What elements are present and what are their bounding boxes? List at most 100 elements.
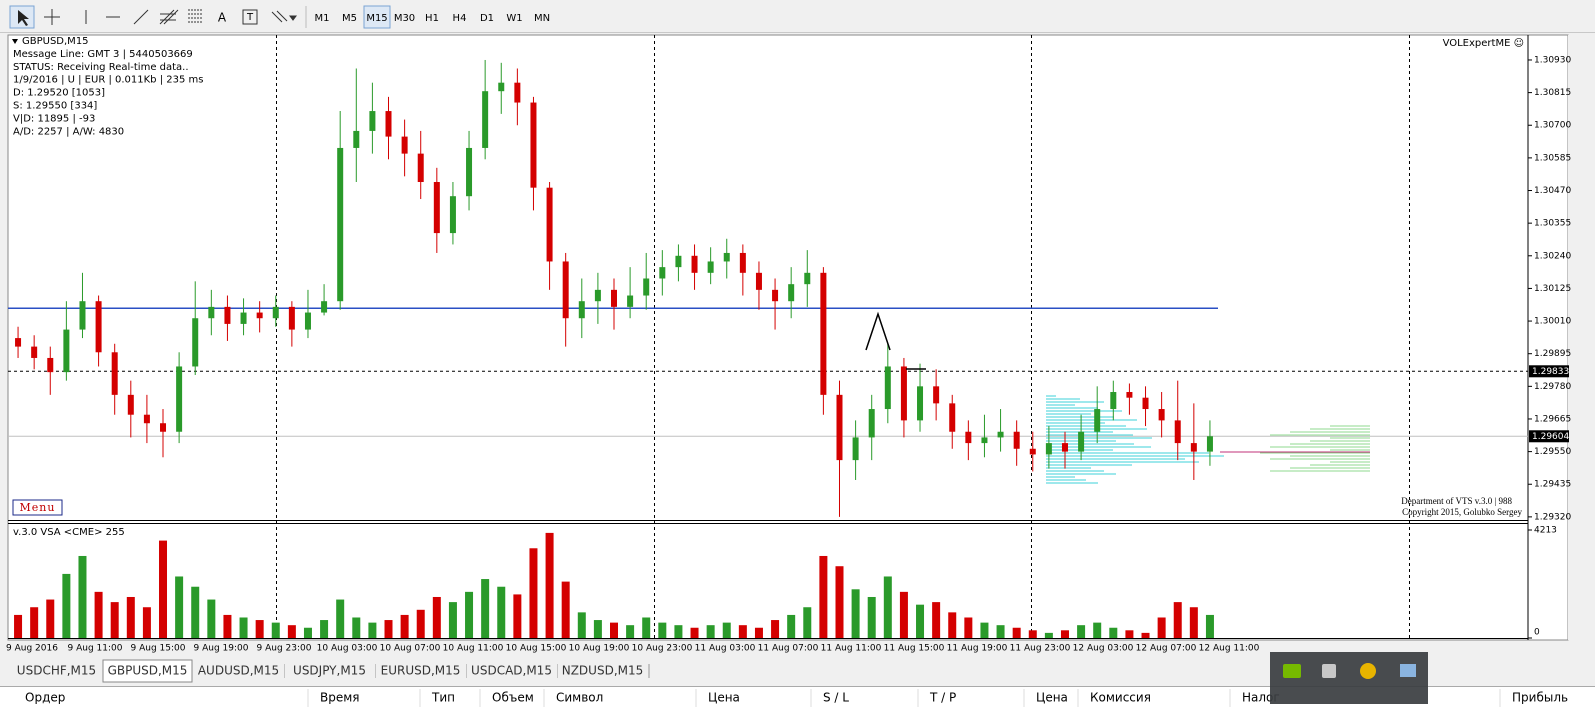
fibo-tool[interactable] — [188, 9, 202, 23]
volume-bar — [690, 627, 699, 638]
symbol-tab[interactable] — [194, 662, 283, 680]
candle-body — [1190, 443, 1197, 452]
volume-bar — [481, 579, 490, 638]
volume-bar — [432, 596, 441, 638]
column-header[interactable]: Прибыль — [1512, 691, 1568, 705]
candle-body — [79, 301, 86, 330]
day-separators — [276, 35, 1410, 638]
symbol-tab-label[interactable]: USDCHF,M15 — [17, 664, 96, 678]
candle-body — [192, 318, 199, 367]
candle-body — [820, 272, 827, 395]
tray-icon[interactable] — [1360, 663, 1376, 679]
column-header[interactable]: T / P — [929, 691, 956, 705]
symbol-tab-label[interactable]: AUDUSD,M15 — [198, 664, 279, 678]
column-header[interactable]: Символ — [556, 691, 603, 705]
volume-tick-label: 4213 — [1534, 526, 1557, 536]
info-line: S: 1.29550 [334] — [13, 101, 97, 112]
symbol-tab-label[interactable]: EURUSD,M15 — [381, 664, 461, 678]
symbol-tab[interactable] — [376, 662, 465, 680]
channel-tool[interactable] — [159, 9, 179, 25]
candle-body — [31, 346, 38, 358]
volume-bar — [867, 596, 876, 638]
tray-icon[interactable] — [1400, 664, 1416, 677]
volume-bar — [271, 622, 280, 638]
timeframe-button[interactable]: M30 — [394, 13, 415, 24]
menu-button[interactable] — [12, 499, 63, 516]
timeframe-button[interactable]: H1 — [425, 13, 439, 24]
volume-bar — [255, 620, 264, 638]
volume-bar — [303, 627, 312, 638]
column-header[interactable]: Объем — [492, 691, 534, 705]
timeframe-button[interactable]: D1 — [480, 13, 494, 24]
timeframe-button[interactable]: M5 — [342, 13, 357, 24]
label-tool[interactable]: T — [246, 12, 254, 23]
arrows-tool[interactable] — [271, 10, 297, 23]
timeframe-button[interactable]: H4 — [453, 13, 467, 24]
symbol-tab-label[interactable]: USDJPY,M15 — [293, 664, 366, 678]
candle-body — [433, 182, 440, 234]
symbol-tab[interactable] — [558, 662, 647, 680]
price-marker-label: 1.29604 — [1532, 432, 1569, 442]
candle-body — [160, 423, 167, 432]
volume-bar — [899, 591, 908, 638]
volume-bar — [94, 591, 103, 638]
candle-body — [884, 366, 891, 410]
timeframe-button[interactable]: W1 — [506, 13, 522, 24]
x-tick-label: 11 Aug 15:00 — [884, 644, 945, 654]
symbol-tab-label[interactable]: USDCAD,M15 — [471, 664, 552, 678]
candle-body — [1029, 448, 1036, 455]
candle-body — [256, 312, 263, 319]
candle-body — [804, 272, 811, 285]
y-tick-label: 1.29435 — [1534, 480, 1571, 490]
volume-bar — [448, 602, 457, 638]
symbol-tab[interactable] — [12, 662, 101, 680]
symbol-tab-label[interactable]: GBPUSD,M15 — [108, 664, 188, 678]
symbol-tab-label[interactable]: NZDUSD,M15 — [562, 664, 644, 678]
symbol-tab[interactable] — [467, 662, 556, 680]
column-header[interactable]: S / L — [823, 691, 849, 705]
x-tick-label: 11 Aug 03:00 — [695, 644, 756, 654]
tray-icon[interactable] — [1322, 664, 1336, 678]
tray-icon[interactable] — [1283, 664, 1301, 678]
y-tick-label: 1.30700 — [1534, 121, 1571, 131]
chart-window — [7, 34, 1569, 641]
candle-body — [466, 147, 473, 197]
volume-bar — [30, 607, 39, 638]
info-line: A/D: 2257 | A/W: 4830 — [13, 126, 124, 137]
column-header[interactable]: Время — [320, 691, 360, 705]
info-line: D: 1.29520 [1053] — [13, 88, 105, 99]
timeframe-button[interactable]: M15 — [366, 13, 387, 24]
column-header[interactable]: Ордер — [25, 691, 65, 705]
column-header[interactable]: Цена — [1036, 691, 1068, 705]
volume-bar — [1189, 607, 1198, 638]
x-tick-label: 10 Aug 19:00 — [569, 644, 630, 654]
volume-bar — [416, 609, 425, 638]
volume-bar — [207, 599, 216, 638]
trendline-tool[interactable] — [133, 9, 149, 25]
timeframe-button[interactable]: M1 — [315, 13, 330, 24]
collapse-icon[interactable] — [12, 39, 18, 44]
timeframe-button[interactable]: MN — [534, 13, 550, 24]
candle-body — [997, 431, 1004, 438]
column-header[interactable]: Тип — [431, 691, 455, 705]
price-marker-box — [1529, 365, 1569, 378]
toolbar — [0, 0, 1595, 33]
candle-body — [1013, 431, 1020, 449]
column-header[interactable]: Комиссия — [1090, 691, 1151, 705]
volume-bar — [577, 612, 586, 638]
symbol-tab[interactable] — [285, 662, 374, 680]
volume-title: v.3.0 VSA <CME> 255 — [13, 527, 125, 538]
candle-body — [208, 306, 215, 319]
y-tick-label: 1.29665 — [1534, 414, 1571, 424]
text-tool[interactable]: A — [218, 11, 227, 25]
volume-bar — [1141, 632, 1150, 638]
volume-bar — [1157, 617, 1166, 638]
menu-label[interactable]: Menu — [20, 501, 56, 514]
symbol-tab[interactable] — [102, 659, 193, 683]
crosshair-tool[interactable] — [44, 9, 60, 25]
volume-bar — [980, 622, 989, 638]
column-header[interactable]: Цена — [708, 691, 740, 705]
x-tick-label: 11 Aug 19:00 — [947, 644, 1008, 654]
volume-bar — [593, 620, 602, 638]
